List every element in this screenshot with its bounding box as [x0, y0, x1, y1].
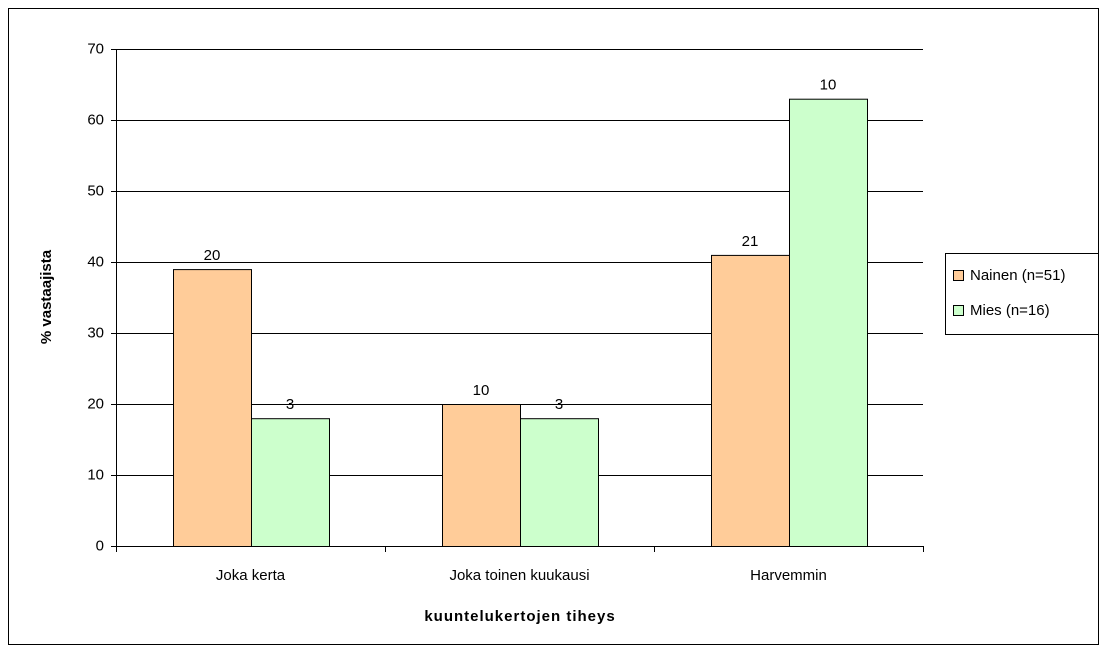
data-label: 10: [820, 77, 837, 94]
legend-label: Nainen (n=51): [970, 267, 1065, 284]
bar: [251, 418, 330, 548]
x-axis-title: kuuntelukertojen tiheys: [424, 608, 615, 625]
legend-label: Mies (n=16): [970, 302, 1050, 319]
y-tick-label: 50: [87, 182, 104, 199]
legend: [945, 253, 1099, 335]
y-tick-label: 40: [87, 253, 104, 270]
data-label: 10: [473, 382, 490, 399]
bar: [173, 269, 252, 547]
y-tick-label: 20: [87, 395, 104, 412]
chart-border: [8, 8, 1099, 645]
y-tick-label: 0: [96, 537, 104, 554]
data-label: 20: [204, 247, 221, 264]
y-axis-title: % vastaajista: [38, 249, 55, 344]
y-tick-label: 70: [87, 40, 104, 57]
legend-swatch: [953, 270, 964, 281]
data-label: 21: [742, 233, 759, 250]
bar: [442, 404, 521, 547]
y-tick-label: 60: [87, 111, 104, 128]
bar: [520, 418, 599, 548]
x-tick-label: Harvemmin: [750, 567, 827, 584]
x-tick-label: Joka kerta: [216, 567, 286, 584]
bar: [789, 98, 868, 547]
bar: [711, 254, 790, 547]
legend-swatch: [953, 305, 964, 316]
y-tick-label: 10: [87, 466, 104, 483]
y-tick-label: 30: [87, 324, 104, 341]
data-label: 3: [555, 396, 563, 413]
data-label: 3: [286, 396, 294, 413]
x-tick-label: Joka toinen kuukausi: [449, 567, 589, 584]
